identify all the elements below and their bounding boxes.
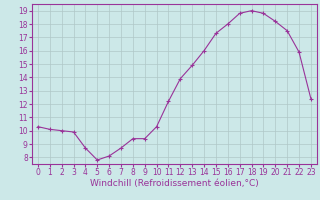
X-axis label: Windchill (Refroidissement éolien,°C): Windchill (Refroidissement éolien,°C): [90, 179, 259, 188]
